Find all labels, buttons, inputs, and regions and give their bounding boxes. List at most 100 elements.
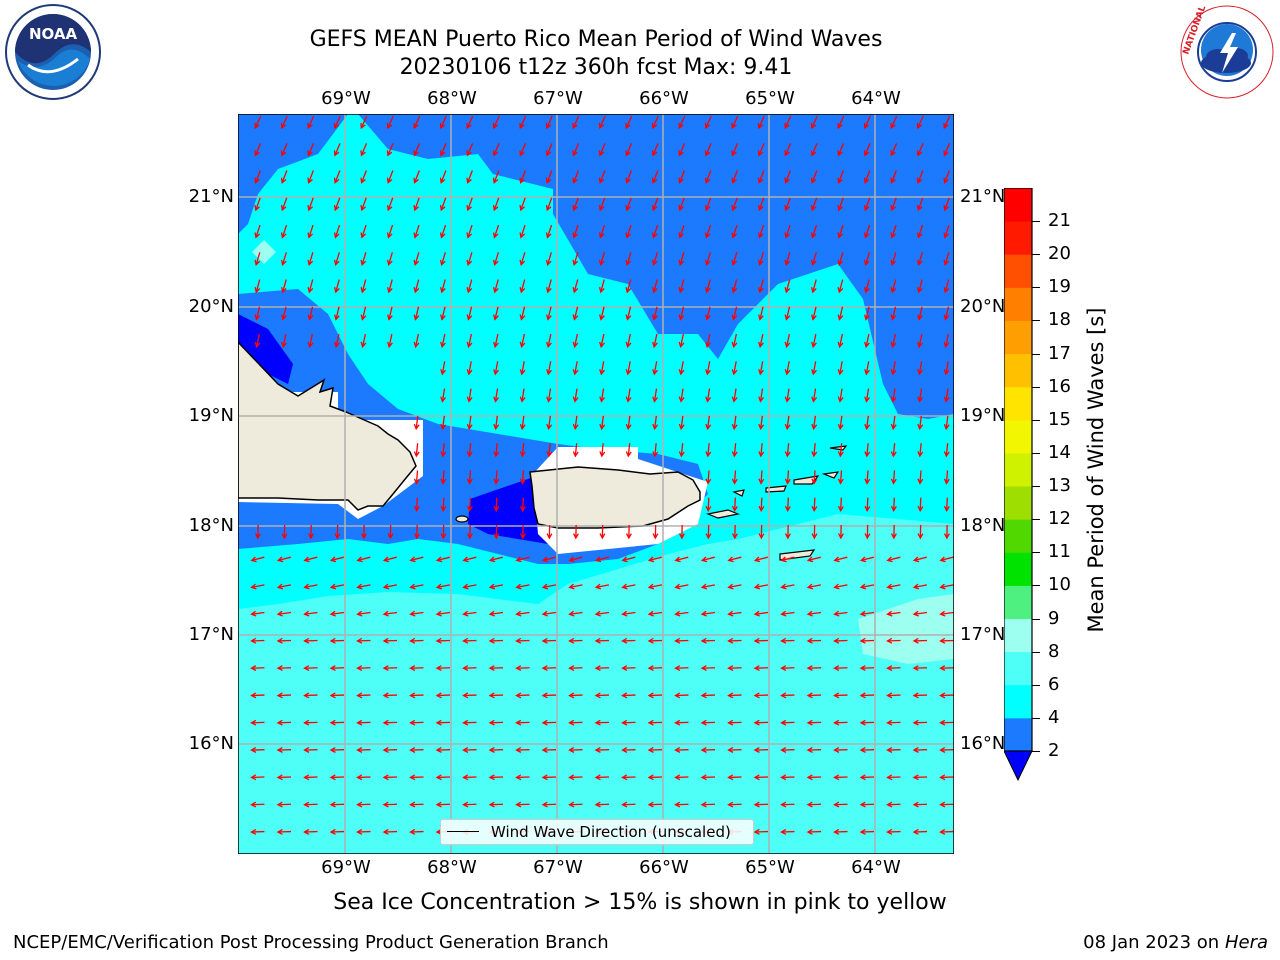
wind-wave-arrow xyxy=(886,665,901,672)
colorbar-tick-label: 11 xyxy=(1048,541,1071,563)
wind-wave-arrow xyxy=(466,197,473,212)
colorbar-tick-mark xyxy=(1032,386,1040,388)
wind-wave-arrow xyxy=(466,333,473,349)
wind-wave-arrow xyxy=(435,719,451,726)
wind-wave-arrow xyxy=(466,279,473,294)
wind-wave-arrow xyxy=(439,170,447,184)
wind-wave-arrow xyxy=(382,692,398,699)
wind-wave-arrow xyxy=(647,719,663,726)
wind-wave-arrow xyxy=(890,224,897,239)
wind-wave-arrow xyxy=(568,637,583,644)
colorbar-tick-label: 10 xyxy=(1048,574,1071,596)
colorbar-tick-mark xyxy=(1032,684,1040,686)
wind-wave-arrow xyxy=(545,252,552,267)
wind-wave-arrow xyxy=(833,774,848,781)
wind-wave-arrow xyxy=(757,279,764,294)
wind-wave-arrow xyxy=(837,224,844,239)
wind-wave-arrow xyxy=(833,583,848,590)
wind-wave-arrow xyxy=(837,415,844,431)
wind-wave-arrow xyxy=(621,774,636,781)
wind-wave-arrow xyxy=(811,524,818,540)
wind-wave-arrow xyxy=(594,556,609,563)
wind-wave-arrow xyxy=(329,801,345,808)
wind-wave-arrow xyxy=(837,333,844,349)
wind-wave-arrow xyxy=(545,143,553,157)
wind-wave-arrow xyxy=(440,497,447,513)
colorbar-tick-label: 8 xyxy=(1048,640,1060,662)
wind-wave-arrow xyxy=(356,610,371,617)
wind-wave-arrow xyxy=(757,197,765,212)
noaa-logo-text: NOAA xyxy=(29,25,78,43)
wind-wave-arrow xyxy=(864,361,870,376)
wind-wave-arrow xyxy=(435,556,450,563)
colorbar-tick-mark xyxy=(1032,254,1040,256)
wind-wave-arrow xyxy=(674,610,689,617)
wind-wave-arrow xyxy=(704,224,712,239)
wind-wave-arrow xyxy=(280,279,287,294)
wind-wave-arrow xyxy=(674,719,689,726)
wind-wave-arrow xyxy=(647,774,663,781)
nws-logo: NATIONAL WEATHER SERVICE xyxy=(1180,3,1274,99)
noaa-logo: NOAA xyxy=(5,4,101,100)
wind-wave-arrow xyxy=(360,333,367,349)
wind-wave-arrow xyxy=(912,801,928,808)
wind-wave-arrow xyxy=(678,115,686,130)
wind-wave-arrow xyxy=(700,774,716,781)
wind-wave-arrow xyxy=(541,610,557,617)
wind-wave-arrow xyxy=(492,115,500,130)
wind-wave-arrow xyxy=(329,692,345,699)
wind-wave-arrow xyxy=(541,801,557,808)
wind-wave-arrow xyxy=(753,610,769,617)
wind-wave-arrow xyxy=(254,197,261,212)
wind-wave-arrow xyxy=(939,610,954,617)
land-puerto-rico xyxy=(529,466,701,529)
wind-wave-arrow xyxy=(943,388,950,403)
wind-wave-arrow xyxy=(435,747,451,753)
wind-wave-arrow xyxy=(939,747,954,753)
wind-wave-arrow xyxy=(594,801,610,808)
wind-wave-arrow xyxy=(303,556,318,563)
wind-wave-arrow xyxy=(488,583,504,590)
wind-wave-arrow xyxy=(594,665,610,672)
wind-wave-arrow xyxy=(864,497,871,513)
wind-wave-arrow xyxy=(806,556,821,563)
wind-wave-arrow xyxy=(806,747,822,753)
gridlines xyxy=(238,114,954,854)
colorbar-tick-mark xyxy=(1032,320,1040,322)
wind-wave-arrow xyxy=(859,774,875,781)
wind-wave-arrow xyxy=(493,497,500,513)
wind-wave-arrow xyxy=(917,388,924,403)
wind-wave-arrow xyxy=(254,115,262,130)
wind-wave-arrow xyxy=(731,415,738,431)
wind-wave-arrow xyxy=(360,197,367,212)
wind-wave-arrow xyxy=(833,665,848,672)
wind-wave-arrow xyxy=(780,774,795,781)
wind-wave-arrow xyxy=(519,197,526,212)
colorbar-segment xyxy=(1004,287,1032,321)
wind-wave-arrow xyxy=(254,143,262,157)
wind-wave-arrow xyxy=(625,170,632,184)
wind-wave-arrow xyxy=(409,692,424,699)
colorbar-tick-mark xyxy=(1032,519,1040,521)
wind-wave-arrow xyxy=(303,774,318,781)
wind-wave-arrow xyxy=(250,637,265,644)
wind-wave-arrow xyxy=(652,415,659,431)
colorbar-tick-label: 15 xyxy=(1048,408,1071,430)
wind-wave-arrow xyxy=(651,279,658,294)
wind-wave-arrow xyxy=(890,170,897,184)
wind-wave-arrow xyxy=(307,143,315,157)
wind-wave-arrow xyxy=(916,224,924,239)
wind-wave-arrow xyxy=(890,279,897,294)
wind-wave-arrow xyxy=(651,224,659,239)
wind-wave-arrow xyxy=(466,524,473,540)
wind-wave-arrow xyxy=(356,583,371,590)
wind-wave-arrow xyxy=(731,470,738,485)
wind-wave-arrow xyxy=(440,524,447,540)
wind-wave-arrow xyxy=(647,665,663,672)
wind-wave-arrow xyxy=(280,115,288,130)
wind-wave-arrow xyxy=(810,170,818,184)
wind-wave-arrow xyxy=(276,801,292,808)
lon-label-top-64w: 64°W xyxy=(851,88,901,109)
wind-wave-arrow xyxy=(943,470,950,485)
wind-wave-arrow xyxy=(943,497,950,513)
